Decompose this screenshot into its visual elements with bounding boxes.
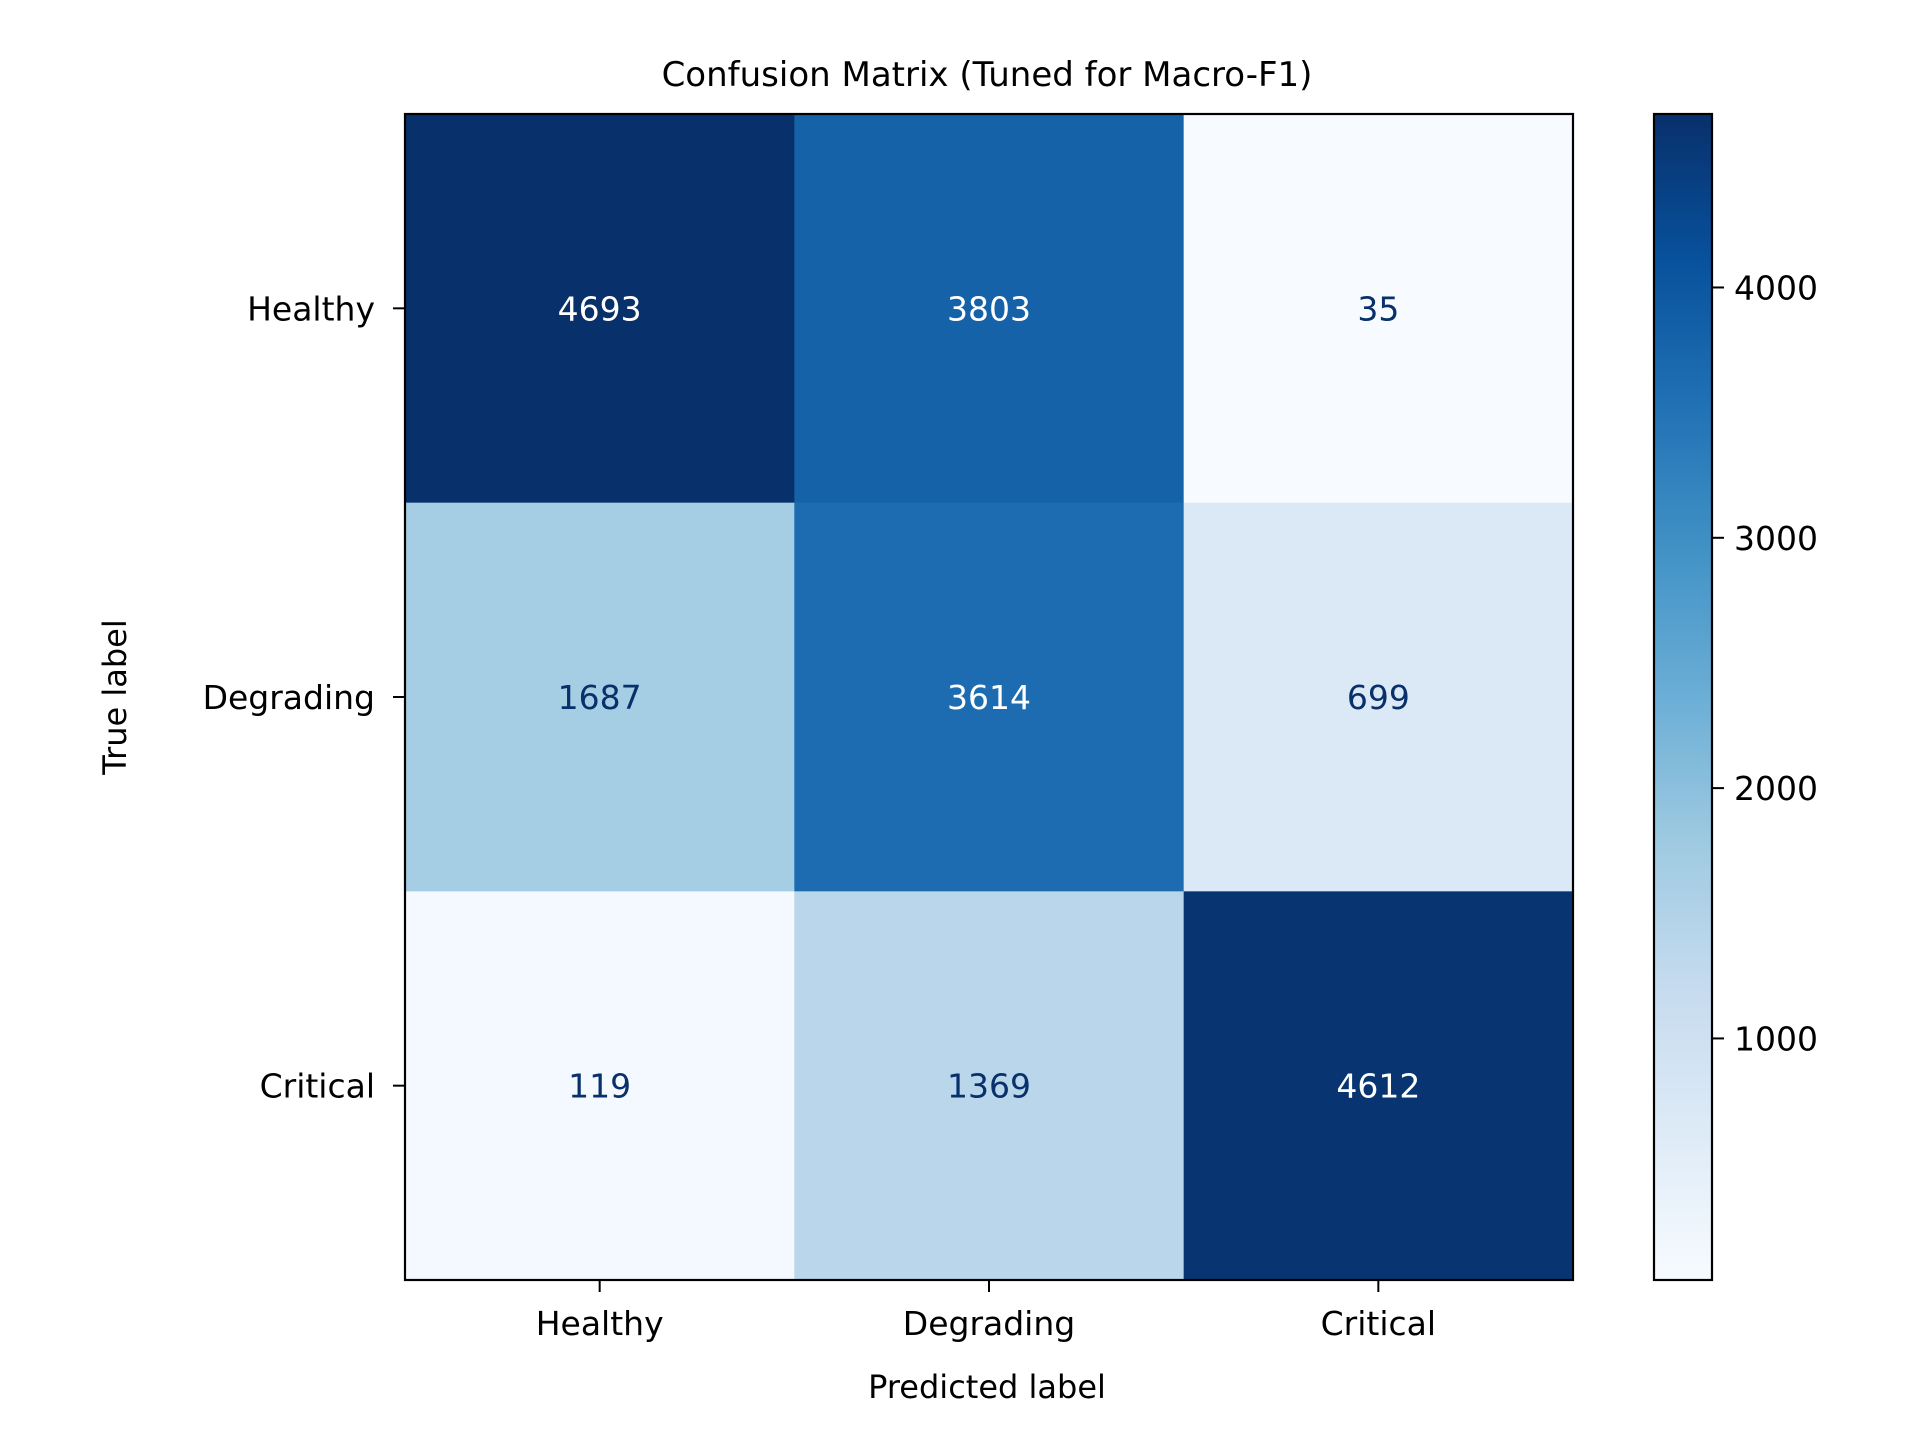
cell-value-label: 1687 bbox=[558, 678, 642, 717]
cell-value-label: 119 bbox=[568, 1067, 631, 1106]
heatmap-cell bbox=[1183, 502, 1574, 892]
heatmap-cells bbox=[405, 114, 1574, 1281]
cell-value-label: 699 bbox=[1347, 678, 1410, 717]
cell-value-label: 3614 bbox=[947, 678, 1031, 717]
y-tick-label: Degrading bbox=[203, 678, 375, 717]
x-tick-label: Degrading bbox=[903, 1304, 1075, 1343]
x-axis-label: Predicted label bbox=[868, 1368, 1106, 1406]
heatmap-cell bbox=[405, 891, 795, 1281]
y-tick-label: Healthy bbox=[247, 289, 375, 328]
cell-value-label: 3803 bbox=[947, 289, 1031, 328]
heatmap-cell bbox=[794, 114, 1185, 504]
y-axis: Healthy Degrading Critical bbox=[203, 289, 405, 1106]
x-axis: Healthy Degrading Critical bbox=[536, 1280, 1436, 1343]
heatmap-cell bbox=[1183, 114, 1574, 504]
colorbar bbox=[1652, 112, 1714, 1282]
cell-value-label: 4612 bbox=[1336, 1067, 1420, 1106]
y-tick-label: Critical bbox=[260, 1067, 375, 1106]
chart-title: Confusion Matrix (Tuned for Macro-F1) bbox=[662, 55, 1313, 95]
colorbar-tick-label: 4000 bbox=[1734, 268, 1818, 307]
heatmap-cell bbox=[794, 502, 1185, 892]
x-tick-label: Healthy bbox=[536, 1304, 664, 1343]
colorbar-tick-label: 1000 bbox=[1734, 1019, 1818, 1058]
heatmap-cell-labels: 4693 3803 35 1687 3614 699 119 1369 4612 bbox=[558, 289, 1421, 1105]
cell-value-label: 4693 bbox=[558, 289, 642, 328]
colorbar-ticks: 1000 2000 3000 4000 bbox=[1712, 268, 1818, 1058]
heatmap-cell bbox=[1183, 891, 1574, 1281]
y-axis-label: True label bbox=[96, 619, 134, 776]
colorbar-tick-label: 3000 bbox=[1734, 519, 1818, 558]
cell-value-label: 35 bbox=[1357, 289, 1399, 328]
heatmap-cell bbox=[794, 891, 1185, 1281]
colorbar-tick-label: 2000 bbox=[1734, 769, 1818, 808]
heatmap-cell bbox=[405, 114, 795, 504]
x-tick-label: Critical bbox=[1321, 1304, 1436, 1343]
heatmap-cell bbox=[405, 502, 795, 892]
cell-value-label: 1369 bbox=[947, 1067, 1031, 1106]
